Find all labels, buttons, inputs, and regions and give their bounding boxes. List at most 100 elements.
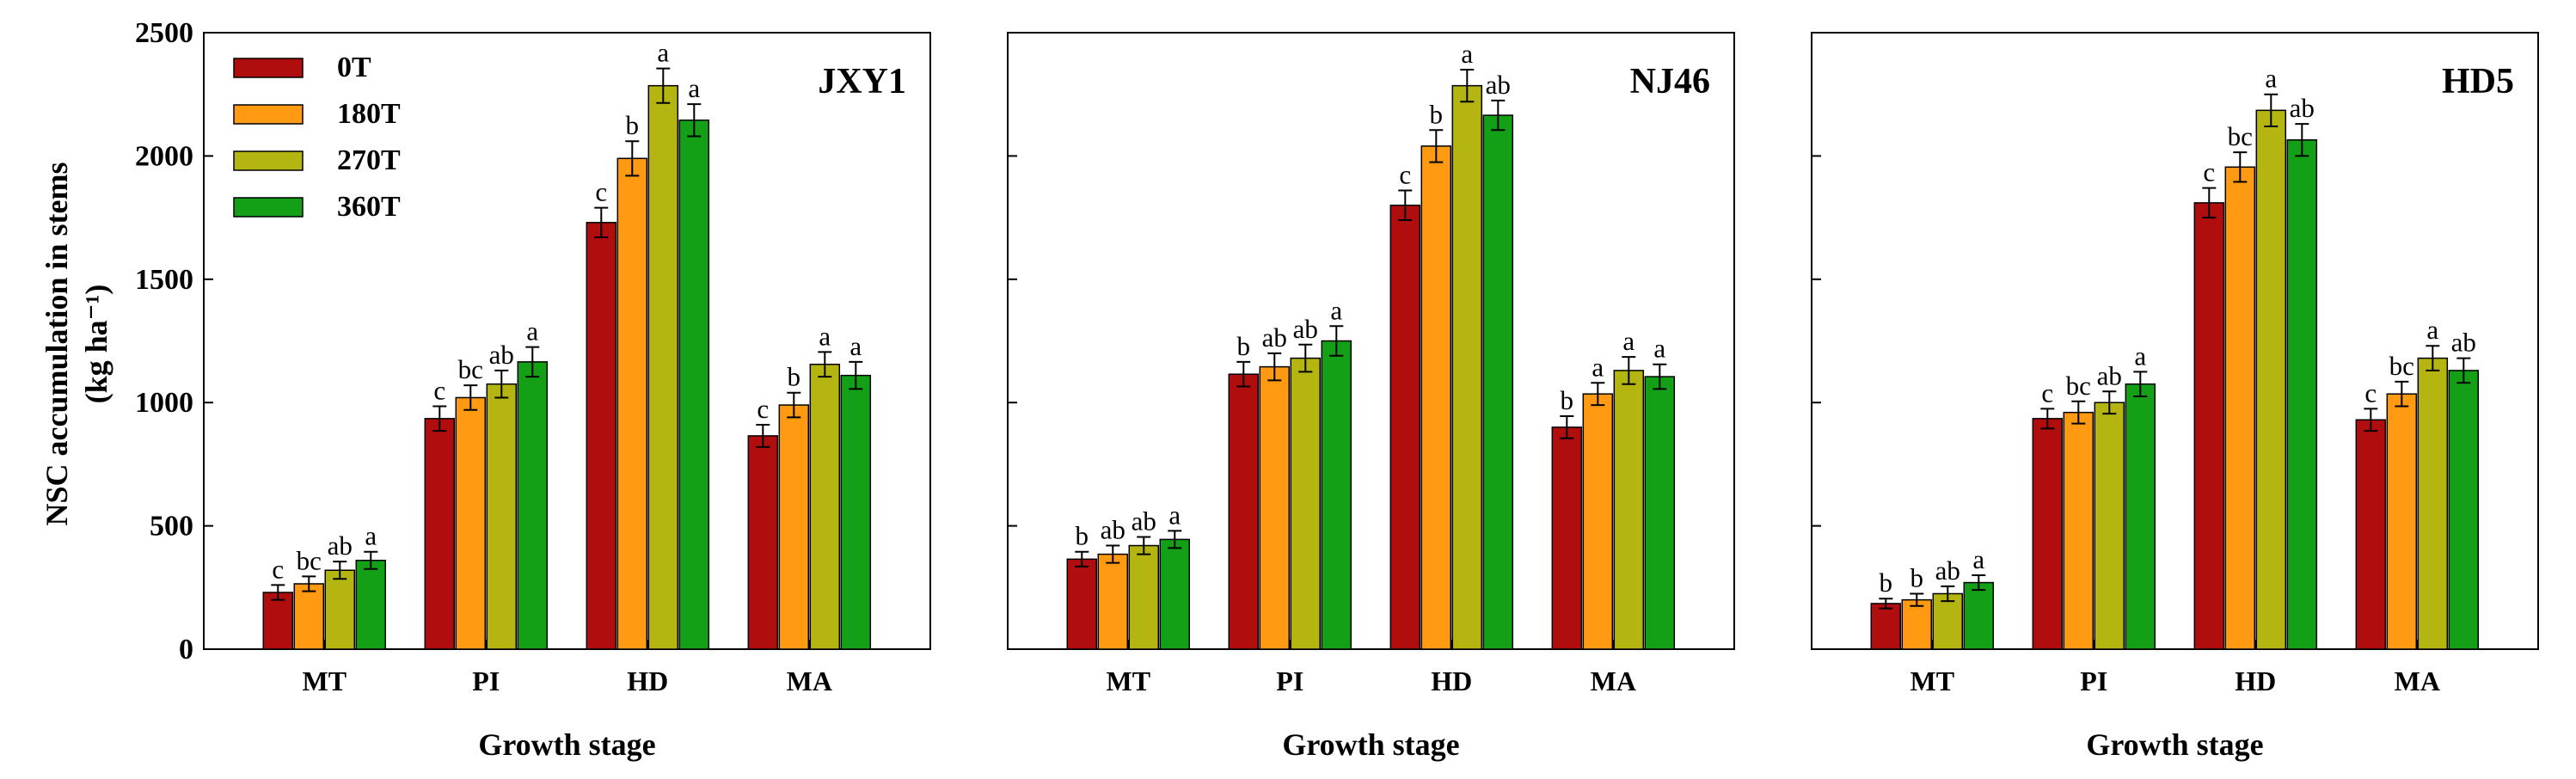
legend-swatch-180t [233,104,304,125]
bar-jxy1-mt-270t [324,569,356,650]
significance-letter: b [1076,521,1089,551]
bar-hd5-mt-270t [1932,592,1964,650]
x-axis-title: Growth stage [2086,727,2263,762]
significance-letter: a [1653,334,1665,364]
significance-letter: a [365,521,377,551]
bar-jxy1-ma-270t [809,363,841,650]
significance-letter: b [1430,99,1444,129]
significance-letter: c [2364,377,2377,408]
y-axis-title-line2: (kg ha⁻¹) [79,285,113,404]
bar-hd5-mt-180t [1901,598,1933,650]
significance-letter: b [1911,562,1924,592]
y-tick-label: 1500 [135,264,193,296]
y-axis-title: NSC accumulation in stems (kg ha⁻¹) [40,162,113,525]
bar-nj46-mt-270t [1128,544,1160,650]
bar-nj46-hd-360t [1482,114,1514,650]
x-tick-label-pi: PI [472,666,500,696]
legend-label-0t: 0T [337,52,371,83]
bar-hd5-hd-270t [2255,109,2287,650]
significance-letter: b [1237,331,1251,361]
significance-letter: bc [2228,121,2253,151]
significance-letter: a [1972,544,1984,574]
significance-letter: a [688,73,700,103]
bar-jxy1-ma-180t [778,404,810,650]
significance-letter: a [2426,315,2438,345]
bar-jxy1-mt-180t [293,583,325,650]
significance-letter: a [2134,340,2146,371]
bar-hd5-ma-360t [2448,370,2480,650]
bar-nj46-mt-180t [1097,553,1129,650]
panel-label: NJ46 [1630,62,1710,101]
x-tick-label-ma: MA [787,666,832,696]
plot-frame [1007,32,1735,650]
bar-nj46-hd-0t [1389,205,1421,650]
bar-hd5-hd-180t [2224,166,2256,650]
x-tick-label-pi: PI [1276,666,1303,696]
x-tick-label-pi: PI [2080,666,2107,696]
x-tick-label-hd: HD [1431,666,1472,696]
significance-letter: a [819,321,831,351]
bar-nj46-mt-0t [1066,558,1098,650]
bar-jxy1-hd-180t [616,157,648,650]
y-tick-label: 0 [179,634,193,666]
bar-nj46-hd-180t [1420,145,1452,650]
significance-letter: a [657,38,669,68]
significance-letter: a [1330,295,1342,325]
legend-label-360t: 360T [337,191,401,223]
bar-hd5-mt-360t [1963,581,1995,650]
significance-letter: bc [2066,371,2091,401]
significance-letter: a [526,316,538,347]
significance-letter: b [626,110,640,140]
x-axis-title: Growth stage [478,727,655,762]
x-tick-label-mt: MT [1910,666,1954,696]
significance-letter: c [272,554,284,584]
y-axis-title-line1: NSC accumulation in stems [40,162,74,525]
bar-jxy1-ma-0t [747,435,779,650]
y-tick-label: 2000 [135,140,193,172]
bar-hd5-hd-0t [2193,202,2225,650]
x-tick-label-mt: MT [302,666,347,696]
bar-jxy1-pi-360t [517,361,549,650]
y-tick-label: 2500 [135,17,193,49]
bar-nj46-ma-270t [1613,370,1645,650]
bar-nj46-pi-270t [1290,357,1322,650]
bar-nj46-pi-180t [1259,365,1291,650]
significance-letter: a [1168,500,1181,530]
significance-letter: a [1461,39,1473,69]
bar-hd5-hd-360t [2286,139,2318,650]
significance-letter: b [1561,385,1574,415]
x-tick-label-ma: MA [2395,666,2440,696]
bar-hd5-pi-180t [2063,411,2095,650]
significance-letter: c [2203,157,2215,187]
x-tick-label-hd: HD [2235,666,2276,696]
significance-letter: ab [2097,360,2122,390]
significance-letter: a [1592,352,1604,382]
bar-hd5-ma-0t [2355,419,2387,650]
bar-jxy1-hd-270t [647,84,679,650]
significance-letter: bc [2389,351,2414,381]
bar-jxy1-mt-360t [355,560,387,650]
significance-letter: b [788,362,801,392]
significance-letter: ab [328,531,353,561]
significance-letter: ab [1262,322,1287,353]
y-tick-label: 1000 [135,387,193,419]
bar-jxy1-mt-0t [262,592,294,650]
panel-label: JXY1 [818,62,906,101]
significance-letter: a [2265,64,2277,94]
bar-nj46-ma-360t [1644,376,1676,650]
legend-swatch-0t [233,58,304,78]
significance-letter: ab [1486,70,1511,100]
significance-letter: a [849,331,862,361]
significance-letter: c [2041,377,2053,408]
bar-jxy1-hd-0t [586,222,617,650]
x-tick-label-mt: MT [1106,666,1150,696]
significance-letter: ab [1132,506,1156,537]
bar-hd5-mt-0t [1870,603,1902,650]
y-tick-label: 500 [150,511,193,543]
bar-nj46-ma-0t [1551,426,1583,650]
significance-letter: ab [2290,93,2315,123]
significance-letter: ab [2451,328,2476,358]
